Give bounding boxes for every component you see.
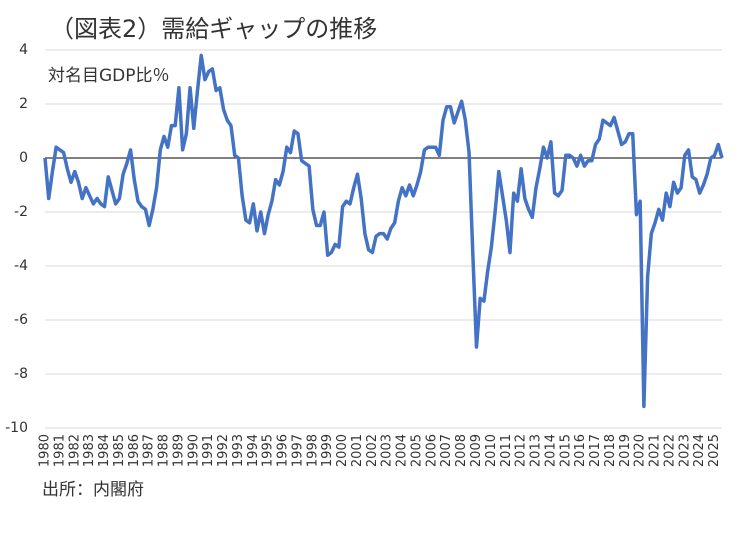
y-tick-label: 2 bbox=[19, 96, 28, 112]
y-tick-label: -4 bbox=[14, 258, 28, 274]
line-series bbox=[43, 53, 724, 409]
x-tick-label: 1983 bbox=[82, 434, 97, 467]
x-tick-label: 2019 bbox=[618, 434, 633, 467]
x-tick-label: 1981 bbox=[52, 434, 67, 467]
x-tick-label: 2000 bbox=[335, 434, 350, 467]
x-tick-label: 2003 bbox=[380, 434, 395, 467]
x-tick-label: 1997 bbox=[290, 434, 305, 467]
y-tick-label: -2 bbox=[14, 204, 28, 220]
x-tick-label: 2021 bbox=[648, 434, 663, 467]
x-tick-label: 1993 bbox=[231, 434, 246, 467]
y-tick-label: -6 bbox=[14, 312, 28, 328]
y-tick-label: 0 bbox=[19, 150, 28, 166]
x-tick-label: 1988 bbox=[157, 434, 172, 467]
x-tick-label: 1992 bbox=[216, 434, 231, 467]
x-tick-label: 1982 bbox=[67, 434, 82, 467]
x-tick-label: 2024 bbox=[692, 434, 707, 467]
x-tick-label: 1991 bbox=[201, 434, 216, 467]
y-tick-label: -10 bbox=[5, 420, 28, 436]
x-tick-label: 2023 bbox=[677, 434, 692, 467]
y-tick-label: 4 bbox=[19, 42, 28, 58]
x-tick-label: 2020 bbox=[633, 434, 648, 467]
x-tick-label: 1994 bbox=[246, 434, 261, 467]
source: 出所：内閣府 bbox=[42, 480, 144, 500]
chart-title: （図表2）需給ギャップの推移 bbox=[50, 15, 377, 43]
x-tick-label: 2002 bbox=[365, 434, 380, 467]
x-tick-label: 2011 bbox=[499, 434, 514, 467]
x-tick-label: 2015 bbox=[558, 434, 573, 467]
x-tick-label: 1987 bbox=[142, 434, 157, 467]
x-tick-label: 2012 bbox=[514, 434, 529, 467]
x-tick-label: 1990 bbox=[186, 434, 201, 467]
x-tick-label: 2013 bbox=[529, 434, 544, 467]
x-tick-label: 2007 bbox=[439, 434, 454, 467]
x-tick-label: 2022 bbox=[662, 434, 677, 467]
x-tick-label: 2004 bbox=[395, 434, 410, 467]
x-tick-label: 1984 bbox=[97, 434, 112, 467]
x-tick-label: 2010 bbox=[484, 434, 499, 467]
x-tick-label: 2017 bbox=[588, 434, 603, 467]
x-tick-label: 1980 bbox=[38, 434, 53, 467]
x-tick-label: 2016 bbox=[573, 434, 588, 467]
x-tick-label: 1986 bbox=[127, 434, 142, 467]
x-tick-label: 2018 bbox=[603, 434, 618, 467]
annotation: 対名目GDP比％ bbox=[48, 66, 170, 86]
x-tick-label: 2006 bbox=[424, 434, 439, 467]
x-tick-label: 1989 bbox=[171, 434, 186, 467]
x-tick-label: 1998 bbox=[305, 434, 320, 467]
x-tick-label: 2009 bbox=[469, 434, 484, 467]
x-tick-label: 2008 bbox=[454, 434, 469, 467]
x-tick-label: 2025 bbox=[707, 434, 722, 467]
x-tick-label: 1985 bbox=[112, 434, 127, 467]
y-tick-label: -8 bbox=[14, 366, 28, 382]
x-tick-label: 2005 bbox=[409, 434, 424, 467]
x-tick-label: 1999 bbox=[320, 434, 335, 467]
x-tick-label: 2001 bbox=[350, 434, 365, 467]
x-tick-label: 1995 bbox=[261, 434, 276, 467]
x-tick-label: 2014 bbox=[543, 434, 558, 467]
x-tick-label: 1996 bbox=[276, 434, 291, 467]
